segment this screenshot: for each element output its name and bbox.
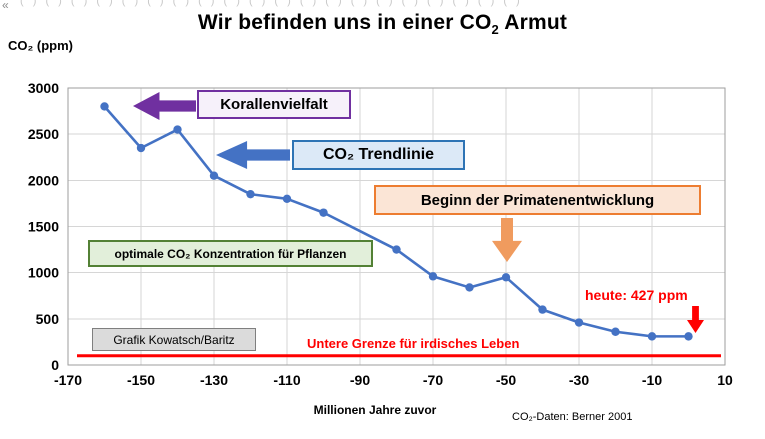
y-tick-label: 1000: [28, 265, 59, 281]
x-tick-label: -110: [273, 372, 300, 388]
data-point: [465, 283, 474, 292]
plot-border: [67, 87, 726, 366]
y-tick-label: 2000: [28, 172, 59, 188]
pflanzen-callout: optimale CO₂ Konzentration für Pflanzen: [88, 240, 373, 267]
y-tick-label: 1500: [28, 219, 59, 235]
data-point: [684, 332, 693, 341]
x-tick-label: -150: [127, 372, 155, 388]
data-point: [611, 327, 620, 336]
korallenvielfalt-callout: Korallenvielfalt: [197, 90, 351, 119]
artifact-row: ( ) ( ) ( ) ( ) ( ) ( ) ( ) ( ) ( ) ( ) …: [20, 0, 523, 7]
chevrons-left-icon: «: [2, 0, 9, 8]
data-point: [392, 245, 401, 254]
y-tick-label: 500: [36, 311, 60, 327]
credit-box: Grafik Kowatsch/Baritz: [92, 328, 256, 351]
y-tick-label: 0: [51, 357, 59, 373]
x-tick-label: -70: [423, 372, 443, 388]
data-point: [209, 171, 219, 180]
chart-title-subscript: 2: [491, 22, 499, 38]
cropped-toolbar-artifacts: « ( ) ( ) ( ) ( ) ( ) ( ) ( ) ( ) ( ) ( …: [0, 0, 765, 8]
y-tick-label: 3000: [28, 80, 59, 96]
today-ppm-label: heute: 427 ppm: [585, 287, 688, 303]
lower-limit-label: Untere Grenze für irdisches Leben: [307, 336, 520, 351]
series-line: [103, 105, 689, 338]
chart-title-pre: Wir befinden uns in einer CO: [197, 11, 492, 34]
chart-title-post: Armut: [498, 11, 568, 34]
y-tick-label: 2500: [28, 126, 59, 142]
x-tick-label: -130: [200, 372, 228, 388]
data-point: [538, 305, 547, 314]
x-tick-label: 10: [717, 372, 733, 388]
x-tick-label: -10: [642, 372, 662, 388]
data-point: [319, 208, 328, 217]
data-point: [246, 189, 255, 199]
x-tick-label: -170: [54, 372, 82, 388]
data-point: [501, 273, 511, 282]
chart-title: Wir befinden uns in einer CO2 Armut: [0, 11, 765, 37]
x-tick-label: -30: [569, 372, 589, 388]
data-point: [428, 272, 438, 281]
data-point: [574, 318, 584, 327]
data-point: [136, 143, 146, 153]
data-point: [100, 102, 109, 111]
co2-trendlinie-callout: CO₂ Trendlinie: [292, 140, 465, 170]
data-source-note: CO₂-Daten: Berner 2001: [512, 411, 633, 423]
primaten-callout: Beginn der Primatenentwicklung: [374, 185, 701, 215]
data-point: [647, 332, 657, 341]
y-axis-title: CO₂ (ppm): [8, 38, 73, 53]
data-point: [282, 194, 292, 203]
x-tick-label: -50: [496, 372, 516, 388]
x-tick-label: -90: [350, 372, 370, 388]
data-point: [173, 125, 182, 134]
x-axis-title: Millionen Jahre zuvor: [313, 403, 437, 417]
